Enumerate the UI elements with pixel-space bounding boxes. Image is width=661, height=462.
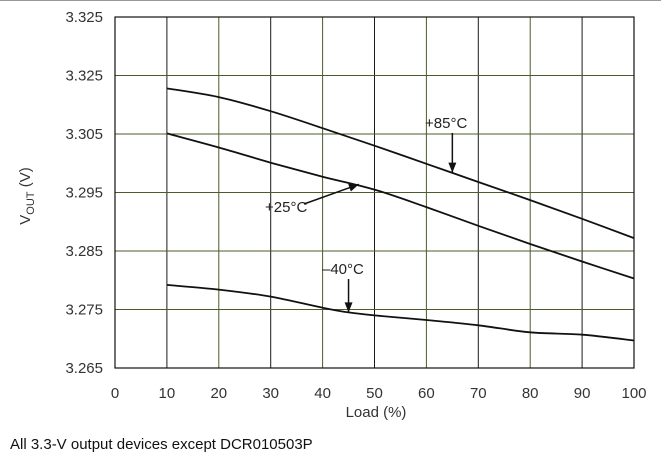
x-tick-label: 70 [470, 385, 487, 402]
series-line [166, 132, 635, 280]
y-tick-label: 3.325 [65, 9, 103, 26]
series-line [166, 87, 635, 239]
x-tick-label: 0 [111, 385, 119, 402]
annotation-label: +25°C [265, 199, 307, 216]
annotation-arrowhead [344, 302, 353, 313]
figure-caption: All 3.3-V output devices except DCR01050… [10, 436, 313, 453]
y-tick-labels: 3.325 3.325 3.305 3.295 3.285 3.275 3.265 [65, 9, 103, 377]
y-axis-title-subscript: OUT [25, 191, 37, 215]
grid [115, 17, 634, 368]
annotations: +85°C +25°C –40°C [265, 115, 467, 313]
y-tick-label: 3.295 [65, 185, 103, 202]
x-tick-label: 30 [262, 385, 279, 402]
y-tick-label: 3.265 [65, 360, 103, 377]
x-tick-label: 40 [314, 385, 331, 402]
x-tick-labels: 0 10 20 30 40 50 60 70 80 90 100 [111, 385, 647, 402]
top-rule [0, 0, 661, 1]
x-tick-label: 90 [574, 385, 591, 402]
x-tick-label: 80 [522, 385, 539, 402]
y-axis-title-unit: (V) [17, 167, 34, 191]
plot-border [114, 16, 635, 369]
series-lines [166, 87, 635, 342]
series-line [166, 284, 635, 342]
y-axis-title-main: V [17, 215, 34, 225]
annotation-label: –40°C [322, 261, 364, 278]
x-tick-label: 10 [159, 385, 176, 402]
y-tick-label: 3.305 [65, 126, 103, 143]
x-tick-label: 100 [621, 385, 646, 402]
annotation-arrowhead [448, 162, 457, 173]
line-chart: 0 10 20 30 40 50 60 70 80 90 100 3.3253.3253.3053.… [17, 9, 647, 421]
y-tick-label: 3.325 [65, 68, 103, 85]
x-tick-label: 60 [418, 385, 435, 402]
annotation-arrowhead [348, 183, 359, 192]
x-tick-label: 20 [210, 385, 227, 402]
x-tick-label: 50 [366, 385, 383, 402]
x-axis-title: Load (%) [346, 404, 407, 421]
annotation-label: +85°C [425, 115, 467, 132]
y-tick-label: 3.275 [65, 302, 103, 319]
y-axis-title: VOUT (V) [17, 167, 37, 224]
y-tick-label: 3.285 [65, 243, 103, 260]
